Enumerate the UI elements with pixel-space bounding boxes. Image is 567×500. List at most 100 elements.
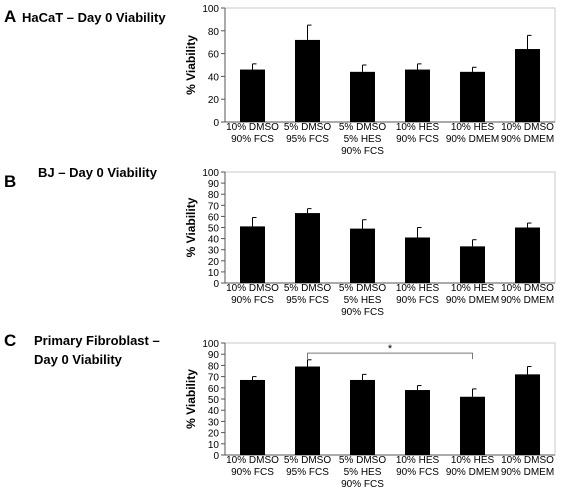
- category-label: 90% DMEM: [501, 134, 554, 145]
- bar: [460, 71, 485, 122]
- y-tick-label: 0: [213, 118, 219, 129]
- bar: [240, 69, 265, 122]
- plot-frame: [224, 7, 556, 123]
- y-tick-label: 0: [213, 279, 219, 290]
- y-tick-label: 50: [208, 224, 220, 235]
- panel-letter: B: [4, 172, 16, 191]
- y-tick-label: 10: [208, 268, 220, 279]
- category-label: 10% HES: [396, 283, 440, 294]
- category-label: 90% DMEM: [446, 134, 499, 145]
- category-label: 5% DMSO: [284, 122, 331, 133]
- bar: [295, 39, 320, 122]
- panel-title: Primary Fibroblast –: [34, 333, 160, 348]
- category-label: 10% DMSO: [226, 455, 279, 466]
- category-label: 5% HES: [344, 134, 382, 145]
- panel-c: C Primary Fibroblast – Day 0 Viability 0102…: [4, 331, 556, 490]
- category-label: 95% FCS: [286, 467, 329, 478]
- category-label: 90% FCS: [341, 146, 384, 157]
- panel-b: B BJ – Day 0 Viability0102030405060708090…: [4, 165, 556, 318]
- y-axis-label: % Viability: [184, 197, 198, 257]
- y-tick-label: 20: [208, 257, 220, 268]
- y-tick-label: 20: [208, 429, 220, 440]
- bar: [240, 226, 265, 283]
- bar: [515, 374, 540, 455]
- category-label: 90% FCS: [231, 295, 274, 306]
- y-tick-label: 40: [208, 406, 220, 417]
- bar: [405, 237, 430, 283]
- y-tick-label: 80: [208, 190, 220, 201]
- y-tick-label: 60: [208, 384, 220, 395]
- panel-title: Day 0 Viability: [34, 352, 123, 367]
- bar: [460, 396, 485, 455]
- y-tick-label: 80: [208, 361, 220, 372]
- bar: [460, 246, 485, 283]
- y-tick-label: 50: [208, 395, 220, 406]
- category-label: 10% DMSO: [226, 122, 279, 133]
- category-label: 5% DMSO: [339, 122, 386, 133]
- y-tick-label: 100: [202, 339, 219, 350]
- bar: [515, 227, 540, 283]
- y-tick-label: 70: [208, 201, 220, 212]
- plot-frame: [224, 171, 556, 284]
- bar: [405, 390, 430, 455]
- bar: [295, 213, 320, 283]
- category-label: 95% FCS: [286, 295, 329, 306]
- category-label: 90% FCS: [341, 479, 384, 490]
- category-label: 5% DMSO: [284, 455, 331, 466]
- category-label: 10% HES: [451, 283, 495, 294]
- panel-letter: A: [4, 7, 16, 26]
- panel-title: HaCaT – Day 0 Viability: [22, 10, 166, 25]
- category-label: 90% FCS: [231, 134, 274, 145]
- y-tick-label: 20: [208, 95, 220, 106]
- y-tick-label: 90: [208, 179, 220, 190]
- category-label: 10% HES: [396, 455, 440, 466]
- significance-bracket: [307, 352, 473, 360]
- category-label: 90% DMEM: [501, 295, 554, 306]
- category-label: 90% DMEM: [446, 295, 499, 306]
- category-label: 90% FCS: [341, 307, 384, 318]
- panel-letter: C: [4, 331, 16, 350]
- y-tick-label: 90: [208, 350, 220, 361]
- y-tick-label: 100: [202, 168, 219, 179]
- category-label: 90% FCS: [396, 134, 439, 145]
- y-tick-label: 60: [208, 50, 220, 61]
- y-tick-label: 0: [213, 451, 219, 462]
- y-tick-label: 80: [208, 27, 220, 38]
- category-label: 10% HES: [451, 122, 495, 133]
- category-label: 90% FCS: [396, 467, 439, 478]
- bar: [405, 69, 430, 122]
- y-tick-label: 30: [208, 246, 220, 257]
- bar: [295, 366, 320, 455]
- y-tick-label: 70: [208, 373, 220, 384]
- y-tick-label: 40: [208, 235, 220, 246]
- category-label: 10% DMSO: [501, 455, 554, 466]
- plot-frame: [224, 342, 556, 456]
- y-tick-label: 100: [202, 4, 219, 15]
- category-label: 10% HES: [396, 122, 440, 133]
- bar: [350, 71, 375, 122]
- bar: [350, 228, 375, 283]
- category-label: 10% DMSO: [226, 283, 279, 294]
- y-tick-label: 40: [208, 72, 220, 83]
- category-label: 90% FCS: [396, 295, 439, 306]
- category-label: 10% DMSO: [501, 122, 554, 133]
- category-label: 95% FCS: [286, 134, 329, 145]
- y-axis-label: % Viability: [184, 35, 198, 95]
- y-axis-label: % Viability: [184, 369, 198, 429]
- panel-title: BJ – Day 0 Viability: [38, 165, 158, 180]
- category-label: 5% DMSO: [284, 283, 331, 294]
- y-tick-label: 60: [208, 212, 220, 223]
- bar: [240, 379, 265, 455]
- category-label: 10% HES: [451, 455, 495, 466]
- y-tick-label: 10: [208, 440, 220, 451]
- category-label: 90% DMEM: [501, 467, 554, 478]
- category-label: 90% FCS: [231, 467, 274, 478]
- category-label: 5% HES: [344, 467, 382, 478]
- bar: [515, 49, 540, 122]
- y-tick-label: 30: [208, 417, 220, 428]
- bar: [350, 379, 375, 455]
- panel-a: A HaCaT – Day 0 Viability 0 20 40 60 80 100 % Vi…: [4, 4, 556, 157]
- significance-label: *: [388, 343, 393, 355]
- category-label: 5% DMSO: [339, 455, 386, 466]
